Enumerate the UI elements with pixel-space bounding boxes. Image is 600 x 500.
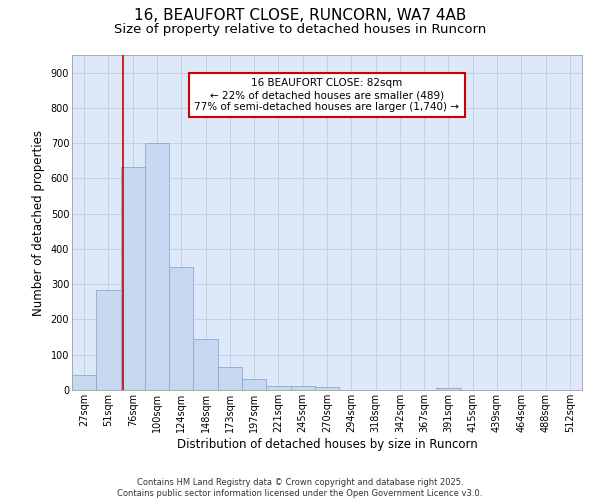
Y-axis label: Number of detached properties: Number of detached properties: [32, 130, 45, 316]
Bar: [242, 380, 266, 390]
Text: 16, BEAUFORT CLOSE, RUNCORN, WA7 4AB: 16, BEAUFORT CLOSE, RUNCORN, WA7 4AB: [134, 8, 466, 22]
Bar: [96, 290, 121, 390]
Bar: [315, 387, 339, 390]
Text: Size of property relative to detached houses in Runcorn: Size of property relative to detached ho…: [114, 22, 486, 36]
Bar: [169, 266, 193, 390]
Bar: [145, 143, 169, 390]
Bar: [72, 375, 96, 390]
Bar: [193, 339, 218, 390]
Text: 16 BEAUFORT CLOSE: 82sqm
← 22% of detached houses are smaller (489)
77% of semi-: 16 BEAUFORT CLOSE: 82sqm ← 22% of detach…: [194, 78, 460, 112]
Bar: [121, 167, 145, 390]
Text: Contains HM Land Registry data © Crown copyright and database right 2025.
Contai: Contains HM Land Registry data © Crown c…: [118, 478, 482, 498]
Bar: [266, 386, 290, 390]
Bar: [218, 367, 242, 390]
Bar: [290, 386, 315, 390]
Bar: [436, 388, 461, 390]
X-axis label: Distribution of detached houses by size in Runcorn: Distribution of detached houses by size …: [176, 438, 478, 450]
